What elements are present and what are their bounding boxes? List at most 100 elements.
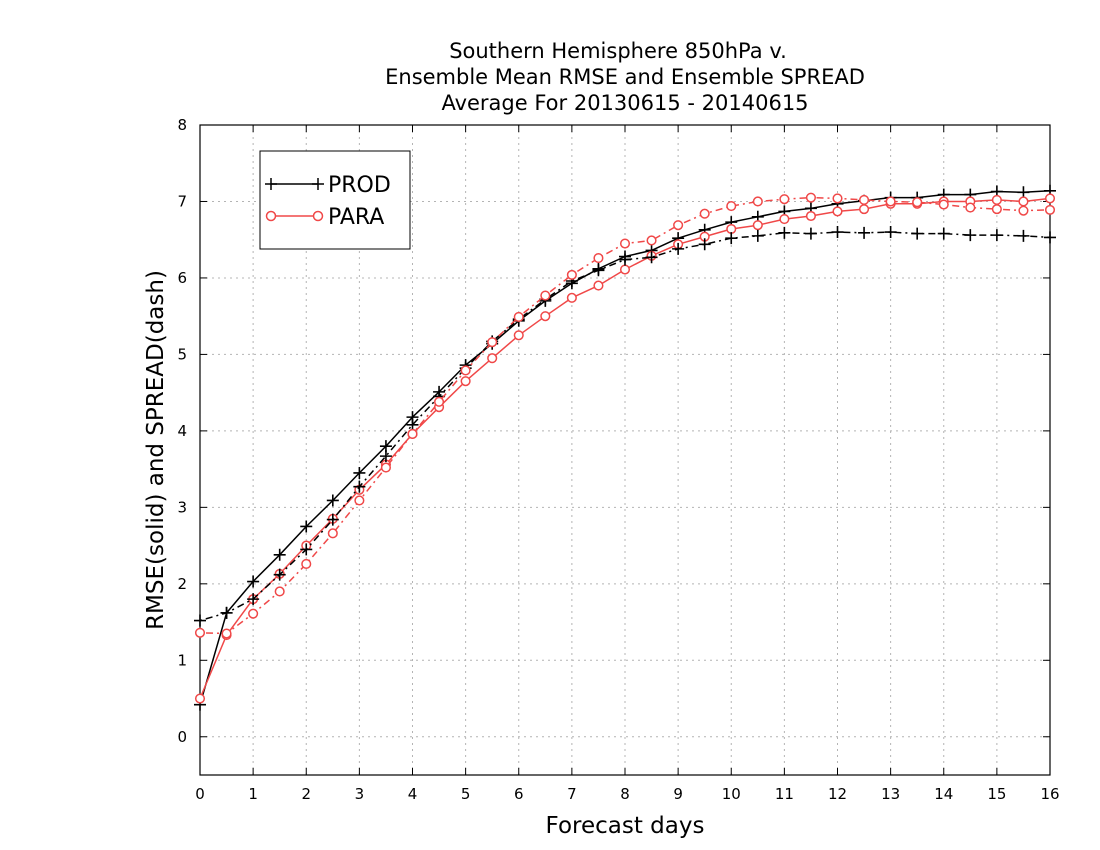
point-para-rmse xyxy=(460,376,471,387)
point-para-rmse xyxy=(540,311,551,322)
point-para-spread xyxy=(513,311,524,322)
point-para-spread xyxy=(779,194,790,205)
point-para-spread xyxy=(752,196,763,207)
point-prod-spread xyxy=(273,568,286,581)
point-prod-spread xyxy=(725,232,738,245)
point-prod-spread xyxy=(990,229,1003,242)
point-para-rmse xyxy=(487,353,498,364)
point-para-spread xyxy=(673,220,684,231)
point-prod-spread xyxy=(220,606,233,619)
point-prod-spread xyxy=(751,229,764,242)
x-tick-label: 10 xyxy=(722,785,741,803)
x-tick-label: 7 xyxy=(567,785,577,803)
point-prod-spread xyxy=(326,513,339,526)
y-tick-label: 4 xyxy=(177,422,187,440)
x-tick-label: 1 xyxy=(248,785,258,803)
point-prod-spread xyxy=(964,229,977,242)
series-para-spread xyxy=(194,192,1056,639)
point-prod-spread xyxy=(778,226,791,239)
x-tick-label: 5 xyxy=(461,785,471,803)
point-para-spread xyxy=(593,253,604,264)
title-line-1: Southern Hemisphere 850hPa v. xyxy=(449,39,787,63)
x-tick-label: 16 xyxy=(1040,785,1059,803)
point-para-spread xyxy=(301,558,312,569)
point-prod-spread xyxy=(804,227,817,240)
x-tick-label: 3 xyxy=(355,785,365,803)
legend-prod-marker-left xyxy=(265,178,277,190)
point-prod-spread xyxy=(831,226,844,239)
y-tick-label: 8 xyxy=(177,116,187,134)
point-para-spread xyxy=(566,269,577,280)
series-para-rmse xyxy=(194,193,1056,704)
x-tick-label: 15 xyxy=(987,785,1006,803)
legend-label-para: PARA xyxy=(328,205,384,230)
y-tick-label: 1 xyxy=(177,651,187,669)
point-prod-spread xyxy=(911,227,924,240)
point-prod-spread xyxy=(884,226,897,239)
point-prod-spread xyxy=(406,418,419,431)
legend-para-marker-right xyxy=(312,210,324,222)
title-line-3: Average For 20130615 - 20140615 xyxy=(441,91,808,115)
point-para-spread xyxy=(859,194,870,205)
point-para-spread xyxy=(912,197,923,208)
y-axis-label: RMSE(solid) and SPREAD(dash) xyxy=(143,270,169,630)
point-para-rmse xyxy=(805,210,816,222)
data-series xyxy=(194,184,1056,711)
point-prod-spread xyxy=(1044,231,1056,244)
legend-para-marker-left xyxy=(265,210,277,222)
point-para-rmse xyxy=(194,693,206,704)
point-para-spread xyxy=(646,235,657,246)
x-axis-label: Forecast days xyxy=(546,813,705,839)
point-prod-spread xyxy=(698,238,711,251)
point-para-rmse xyxy=(593,280,604,291)
point-para-spread xyxy=(460,365,471,376)
point-para-spread xyxy=(274,586,285,597)
point-para-rmse xyxy=(752,220,763,231)
point-prod-spread xyxy=(672,242,685,255)
x-tick-label: 9 xyxy=(673,785,683,803)
series-prod-spread xyxy=(194,226,1056,627)
x-tick-label: 2 xyxy=(301,785,311,803)
point-para-rmse xyxy=(513,330,524,341)
point-prod-spread xyxy=(937,227,950,240)
point-para-rmse xyxy=(832,206,843,217)
point-para-spread xyxy=(248,608,259,619)
point-para-spread xyxy=(407,428,418,439)
point-para-spread xyxy=(194,627,206,638)
point-para-spread xyxy=(938,199,949,210)
title-line-2: Ensemble Mean RMSE and Ensemble SPREAD xyxy=(385,65,865,89)
point-para-spread xyxy=(380,462,391,473)
point-para-spread xyxy=(540,290,551,301)
x-tick-label: 0 xyxy=(195,785,205,803)
point-prod-spread xyxy=(619,253,631,266)
x-tick-label: 14 xyxy=(934,785,953,803)
point-para-spread xyxy=(1044,204,1056,215)
point-para-rmse xyxy=(566,292,577,303)
point-para-spread xyxy=(726,201,737,212)
point-para-spread xyxy=(991,204,1002,215)
point-prod-rmse xyxy=(1017,186,1030,199)
point-para-spread xyxy=(221,628,232,639)
point-para-rmse xyxy=(991,194,1002,205)
legend: PROD PARA xyxy=(259,150,411,250)
x-tick-label: 4 xyxy=(408,785,418,803)
point-prod-spread xyxy=(858,226,871,239)
point-para-spread xyxy=(832,193,843,204)
point-prod-spread xyxy=(247,593,260,606)
point-para-spread xyxy=(805,192,816,203)
point-prod-rmse xyxy=(300,520,313,533)
point-para-spread xyxy=(699,208,710,219)
point-para-spread xyxy=(1018,205,1029,216)
point-para-rmse xyxy=(1044,193,1056,204)
point-para-spread xyxy=(354,495,365,506)
point-para-rmse xyxy=(619,264,631,275)
y-tick-label: 3 xyxy=(177,498,187,516)
legend-prod-marker-right xyxy=(312,178,324,190)
point-prod-spread xyxy=(1017,229,1030,242)
point-prod-spread xyxy=(645,251,658,264)
point-prod-spread xyxy=(300,543,313,556)
x-tick-label: 8 xyxy=(620,785,630,803)
point-para-spread xyxy=(487,337,498,348)
